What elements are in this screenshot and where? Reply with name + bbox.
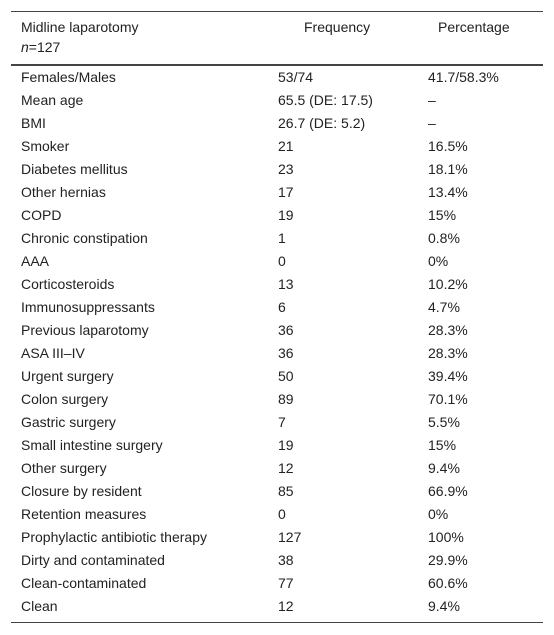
row-label: Previous laparotomy: [21, 322, 149, 338]
cell: 9.4%: [428, 460, 460, 476]
cell: 19: [278, 437, 294, 453]
row-label: Retention measures: [21, 506, 147, 522]
cell: 13: [278, 276, 294, 292]
cell: 16.5%: [428, 138, 468, 154]
cell: 77: [278, 575, 294, 591]
cell: 60.6%: [428, 575, 468, 591]
cell: 9.4%: [428, 598, 460, 614]
row-label: Immunosuppressants: [21, 299, 155, 315]
cell: 12: [278, 598, 294, 614]
cell: 6: [278, 299, 286, 315]
cell: 0%: [428, 506, 449, 522]
cell: 127: [278, 529, 302, 545]
cell: 0: [278, 506, 286, 522]
bottom-border: [11, 622, 543, 623]
sample-symbol: n: [21, 39, 29, 55]
cell: 12: [278, 460, 294, 476]
row-label: Mean age: [21, 92, 84, 108]
cell: 89: [278, 391, 294, 407]
cell: 36: [278, 345, 294, 361]
cell: 19: [278, 207, 294, 223]
row-label: Clean: [21, 598, 58, 614]
cell: 0: [278, 253, 286, 269]
row-label: Females/Males: [21, 69, 116, 85]
header-rule: [11, 64, 543, 66]
cell: 21: [278, 138, 294, 154]
row-label: Other hernias: [21, 184, 106, 200]
row-label: Urgent surgery: [21, 368, 114, 384]
cell: 38: [278, 552, 294, 568]
row-label: Smoker: [21, 138, 70, 154]
cell: –: [428, 115, 436, 131]
cell: 36: [278, 322, 294, 338]
cell: 15%: [428, 437, 457, 453]
cell: 41.7/58.3%: [428, 69, 499, 85]
cell: –: [428, 92, 436, 108]
row-label: ASA III–IV: [21, 345, 85, 361]
row-label: Corticosteroids: [21, 276, 115, 292]
row-label: Colon surgery: [21, 391, 109, 407]
cell: 1: [278, 230, 286, 246]
header-cell: Frequency: [304, 19, 371, 35]
row-label: AAA: [21, 253, 50, 269]
top-border: [11, 11, 543, 12]
row-label: Diabetes mellitus: [21, 161, 128, 177]
cell: 5.5%: [428, 414, 460, 430]
sample-value: =127: [28, 39, 61, 55]
cell: 15%: [428, 207, 457, 223]
cell: 17: [278, 184, 294, 200]
cell: 23: [278, 161, 294, 177]
cell: 70.1%: [428, 391, 468, 407]
row-label: Gastric surgery: [21, 414, 116, 430]
row-label: COPD: [21, 207, 62, 223]
row-label: Clean-contaminated: [21, 575, 147, 591]
cell: 39.4%: [428, 368, 468, 384]
cell: 26.7 (DE: 5.2): [278, 115, 366, 131]
cell: 10.2%: [428, 276, 468, 292]
header-cell: Midline laparotomy: [21, 19, 139, 35]
cell: 50: [278, 368, 294, 384]
cell: 28.3%: [428, 322, 468, 338]
cell: 100%: [428, 529, 464, 545]
cell: 0.8%: [428, 230, 460, 246]
cell: 4.7%: [428, 299, 460, 315]
cell: 18.1%: [428, 161, 468, 177]
cell: 13.4%: [428, 184, 468, 200]
header-cell: Percentage: [438, 19, 510, 35]
row-label: Chronic constipation: [21, 230, 148, 246]
cell: 53/74: [278, 69, 314, 85]
cell: 65.5 (DE: 17.5): [278, 92, 373, 108]
row-label: Other surgery: [21, 460, 107, 476]
cell: 28.3%: [428, 345, 468, 361]
row-label: Dirty and contaminated: [21, 552, 165, 568]
row-label: Closure by resident: [21, 483, 142, 499]
row-label: BMI: [21, 115, 46, 131]
cell: 7: [278, 414, 286, 430]
cell: 66.9%: [428, 483, 468, 499]
cell: 29.9%: [428, 552, 468, 568]
row-label: Prophylactic antibiotic therapy: [21, 529, 207, 545]
sample-size: n=127: [21, 38, 60, 56]
row-label: Small intestine surgery: [21, 437, 163, 453]
cell: 0%: [428, 253, 449, 269]
cell: 85: [278, 483, 294, 499]
